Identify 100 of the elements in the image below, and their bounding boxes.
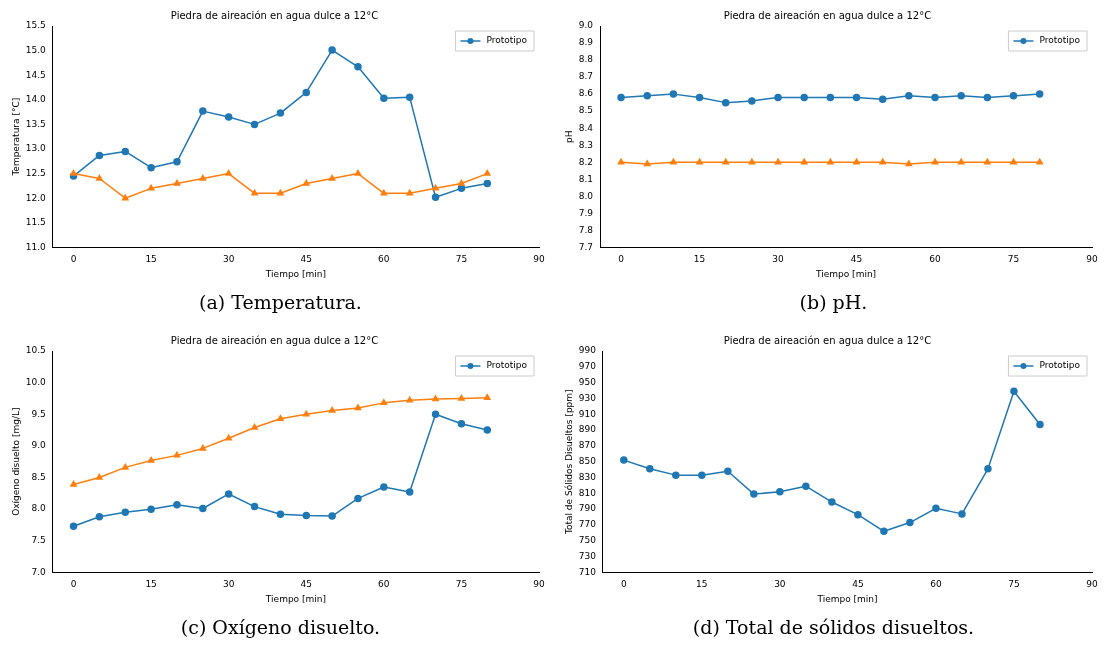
point — [906, 518, 914, 527]
x-tick-label: 60 — [378, 579, 390, 590]
point — [457, 184, 466, 193]
point — [620, 456, 628, 464]
point — [173, 158, 181, 166]
point — [277, 189, 284, 196]
point — [224, 113, 233, 121]
point — [199, 504, 207, 513]
point — [931, 93, 939, 102]
y-tick-label: 7.7 — [578, 241, 594, 252]
y-tick-label: 770 — [578, 519, 597, 530]
y-tick-label: 8.0 — [578, 190, 594, 201]
y-tick-label: 8.3 — [578, 139, 594, 150]
y-tick-label: 15.5 — [25, 20, 46, 31]
y-axis-title: Oxígeno disuelto [mg/L] — [10, 407, 21, 516]
point — [852, 93, 861, 102]
point — [774, 93, 782, 102]
point — [670, 158, 677, 165]
y-tick-label: 950 — [578, 376, 597, 387]
x-axis-title: Tiempo [min] — [816, 593, 878, 604]
x-tick-label: 75 — [455, 579, 468, 590]
point — [722, 158, 730, 165]
point — [250, 120, 259, 129]
y-tick-label: 12.0 — [25, 192, 47, 203]
x-tick-label: 45 — [852, 579, 864, 590]
x-tick-label: 0 — [70, 254, 77, 265]
y-tick-label: 15.0 — [25, 44, 47, 55]
point — [121, 194, 129, 201]
y-tick-label: 14.5 — [25, 69, 46, 80]
point — [721, 98, 730, 107]
x-tick-label: 75 — [455, 254, 468, 265]
point — [431, 193, 440, 201]
x-tick-label: 15 — [693, 254, 706, 265]
point — [302, 511, 311, 520]
y-axis-title: Total de Sólidos Disueltos [ppm] — [563, 389, 574, 536]
x-axis-title: Tiempo [min] — [815, 268, 877, 279]
y-tick-label: 810 — [578, 487, 597, 498]
point — [458, 179, 465, 186]
point — [643, 160, 651, 167]
point — [96, 473, 103, 480]
y-tick-label: 9.0 — [31, 440, 47, 451]
point — [147, 505, 155, 513]
x-tick-label: 60 — [930, 579, 942, 590]
point — [800, 158, 808, 165]
point — [696, 158, 703, 165]
point — [905, 92, 913, 100]
point — [328, 46, 336, 54]
point — [748, 158, 756, 165]
point — [457, 420, 466, 428]
y-tick-label: 9.0 — [578, 20, 594, 31]
x-tick-label: 90 — [533, 254, 545, 265]
point — [199, 107, 207, 115]
y-tick-label: 12.5 — [25, 167, 46, 178]
point — [695, 93, 704, 102]
point — [1036, 158, 1044, 165]
point — [646, 465, 654, 473]
y-tick-label: 750 — [578, 535, 597, 546]
point — [878, 95, 887, 103]
point — [276, 510, 285, 518]
point — [643, 92, 651, 100]
point — [328, 512, 336, 520]
point — [380, 189, 388, 196]
point — [1009, 92, 1018, 100]
point — [431, 410, 440, 419]
x-tick-label: 30 — [772, 254, 785, 265]
point — [302, 179, 310, 186]
point — [983, 93, 992, 102]
y-tick-label: 8.1 — [578, 173, 594, 184]
point — [95, 512, 104, 521]
point — [147, 163, 155, 172]
x-tick-label: 90 — [533, 579, 545, 590]
point — [828, 498, 836, 506]
x-axis-title: Tiempo [min] — [264, 268, 326, 279]
point — [432, 395, 439, 402]
y-tick-label: 8.9 — [578, 37, 594, 48]
point — [724, 467, 732, 475]
chart-title: Piedra de aireación en agua dulce a 12°C — [170, 9, 379, 21]
point — [483, 179, 492, 188]
y-tick-label: 910 — [578, 408, 597, 419]
point — [905, 160, 913, 167]
y-tick-label: 790 — [578, 503, 597, 514]
y-tick-label: 7.8 — [578, 224, 594, 235]
y-tick-label: 7.0 — [31, 566, 47, 577]
point — [121, 508, 129, 517]
point — [225, 434, 233, 441]
chart-title: Piedra de aireación en agua dulce a 12°C — [723, 9, 932, 21]
y-tick-label: 8.7 — [578, 71, 594, 82]
point — [173, 451, 181, 458]
point — [302, 88, 311, 97]
x-tick-label: 30 — [222, 579, 235, 590]
point — [354, 169, 362, 176]
point — [225, 169, 233, 176]
point — [800, 93, 808, 102]
legend-label: Prototipo — [486, 35, 528, 46]
point — [276, 109, 285, 117]
point — [1010, 387, 1018, 396]
point — [958, 510, 966, 518]
point — [380, 483, 388, 491]
point — [1035, 90, 1044, 98]
x-tick-label: 15 — [145, 579, 157, 590]
